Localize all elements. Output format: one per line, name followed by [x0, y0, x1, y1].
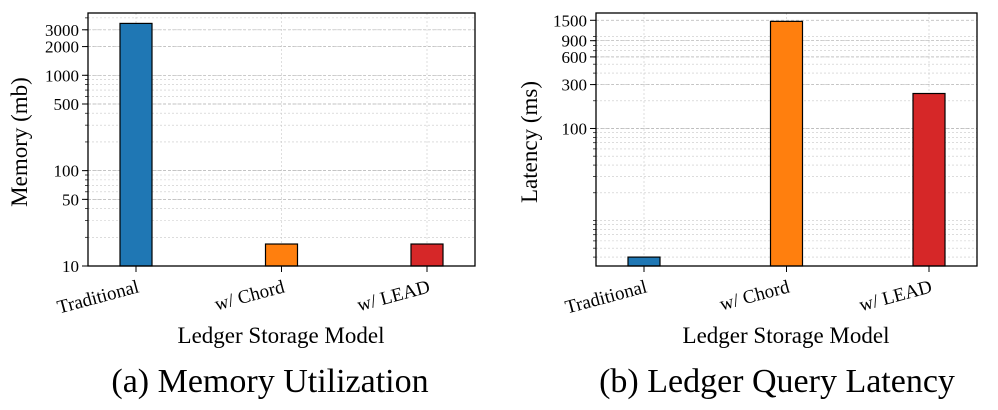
- y-tick-label: 2000: [45, 38, 79, 57]
- x-tick-label: w/ LEAD: [857, 277, 934, 317]
- y-axis-title: Latency (ms): [517, 81, 542, 203]
- bar-traditional: [119, 22, 153, 267]
- y-tick-label: 1000: [45, 66, 79, 85]
- y-tick-label: 3000: [45, 21, 79, 40]
- x-axis-title: Ledger Storage Model: [683, 323, 890, 348]
- bar-w-chord: [769, 20, 804, 267]
- y-tick-label: 50: [62, 190, 79, 209]
- bar-w-lead: [410, 243, 444, 267]
- y-tick-label: 300: [562, 76, 588, 95]
- subfigure-caption: (a) Memory Utilization: [111, 363, 428, 400]
- y-axis-title: Memory (mb): [7, 77, 32, 207]
- y-tick-label: 10: [62, 257, 79, 276]
- x-tick-label: w/ Chord: [213, 276, 288, 315]
- bar-w-lead: [912, 92, 946, 267]
- bar-w-chord: [264, 243, 299, 267]
- y-tick-label: 600: [562, 48, 588, 67]
- subfigure-caption: (b) Ledger Query Latency: [599, 363, 955, 400]
- x-tick-label: w/ Chord: [718, 276, 793, 315]
- y-tick-label: 100: [54, 162, 80, 181]
- bar-traditional: [627, 256, 661, 267]
- x-tick-label: Traditional: [55, 277, 141, 319]
- y-tick-label: 900: [562, 32, 588, 51]
- x-tick-label: Traditional: [563, 277, 649, 319]
- y-tick-label: 500: [54, 95, 80, 114]
- x-tick-label: w/ LEAD: [355, 277, 432, 317]
- y-tick-label: 100: [562, 119, 588, 138]
- y-tick-label: 1500: [553, 11, 587, 30]
- x-axis-title: Ledger Storage Model: [178, 323, 385, 348]
